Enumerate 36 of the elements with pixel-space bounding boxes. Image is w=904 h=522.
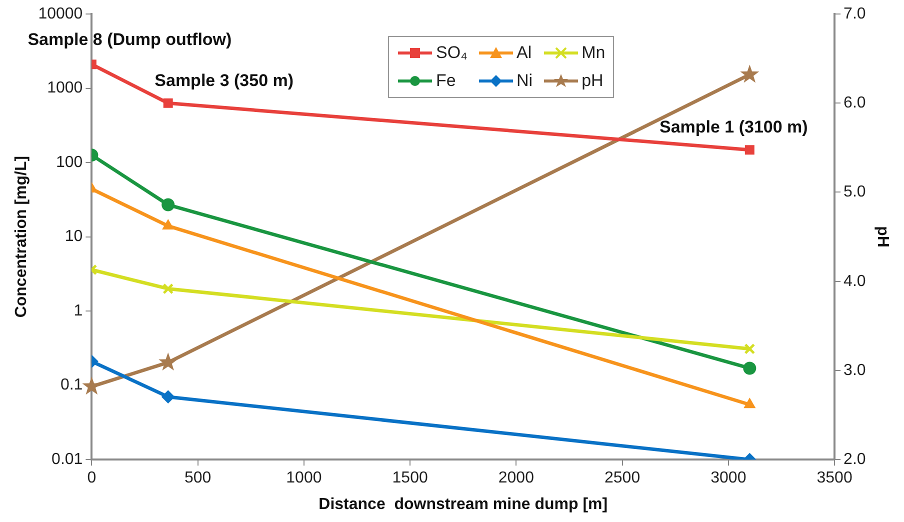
- y2-tick-label: 4.0: [844, 272, 866, 290]
- point: [744, 145, 754, 155]
- y-tick-label: 1: [74, 302, 83, 320]
- y-tick-label: 10: [64, 228, 83, 246]
- y-tick-label: 0.1: [60, 376, 83, 394]
- y-tick-label: 0.01: [52, 451, 83, 468]
- x-tick-label: 2500: [604, 470, 640, 487]
- y2-tick-label: 6.0: [844, 94, 866, 112]
- point: [743, 362, 756, 375]
- y2-axis-title: pH: [874, 226, 891, 248]
- x-tick-label: 3500: [816, 470, 852, 487]
- x-tick-label: 1000: [286, 470, 322, 487]
- x-tick-label: 3000: [710, 470, 746, 487]
- x-tick-label: 0: [87, 470, 96, 487]
- y2-tick-label: 5.0: [844, 184, 866, 201]
- legend-label: SO₄: [436, 43, 468, 63]
- y-tick-label: 10000: [38, 5, 83, 22]
- legend-label: Mn: [582, 43, 606, 63]
- y2-tick-label: 3.0: [844, 362, 866, 379]
- legend-label: Ni: [516, 71, 533, 91]
- y2-tick-label: 2.0: [844, 451, 866, 468]
- annotation: Sample 8 (Dump outflow): [28, 30, 232, 50]
- annotation: Sample 3 (350 m): [154, 70, 294, 90]
- point: [744, 343, 756, 354]
- annotation: Sample 1 (3100 m): [659, 118, 808, 137]
- y-tick-label: 1000: [47, 80, 83, 97]
- x-tick-label: 500: [184, 470, 212, 487]
- x-tick-label: 1500: [392, 470, 428, 487]
- x-tick-label: 2000: [498, 470, 534, 487]
- y2-tick-label: 7.0: [844, 5, 866, 22]
- legend-label: Fe: [436, 71, 456, 91]
- y-tick-label: 100: [56, 154, 83, 171]
- x-axis-title: Distance downstream mine dump [m]: [318, 496, 608, 513]
- legend-label: pH: [582, 71, 604, 91]
- legend-label: Al: [516, 43, 532, 63]
- y-axis-title: Concentration [mg/L]: [13, 156, 30, 318]
